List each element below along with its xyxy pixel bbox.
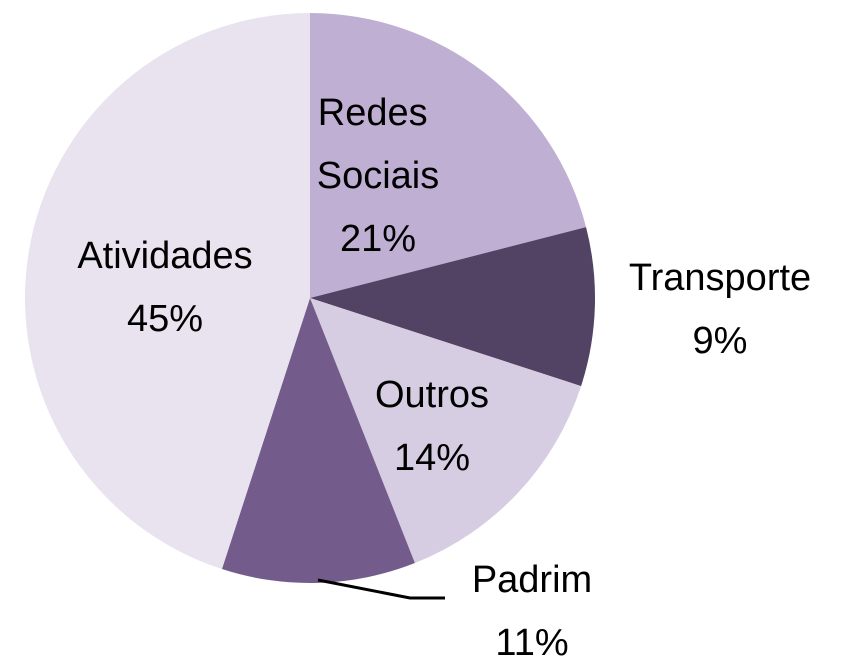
label-line: Atividades [77,235,252,277]
slice-label: Atividades [77,235,252,277]
pie-slice [25,13,311,570]
value-label: 21% [340,218,416,260]
value-label: 45% [127,298,203,340]
label-line: Transporte [629,257,811,299]
slice-label: Padrim [472,559,592,601]
value-label: 11% [495,622,568,658]
slice-label: Transporte [629,257,811,299]
label-line: Outros [375,374,489,416]
value-label: 9% [693,320,748,362]
slice-label: Redes Sociais [317,92,440,197]
value-label: 14% [394,437,470,479]
pie-slice [310,227,596,387]
label-line: Redes [318,92,438,134]
slice-label: Outros [375,374,489,416]
pie-slice [221,298,415,583]
leader-line [317,578,445,600]
pie-slice [310,298,582,563]
label-line: Sociais [317,155,440,197]
pie-slice [310,13,587,298]
label-line: Padrim [472,559,592,601]
